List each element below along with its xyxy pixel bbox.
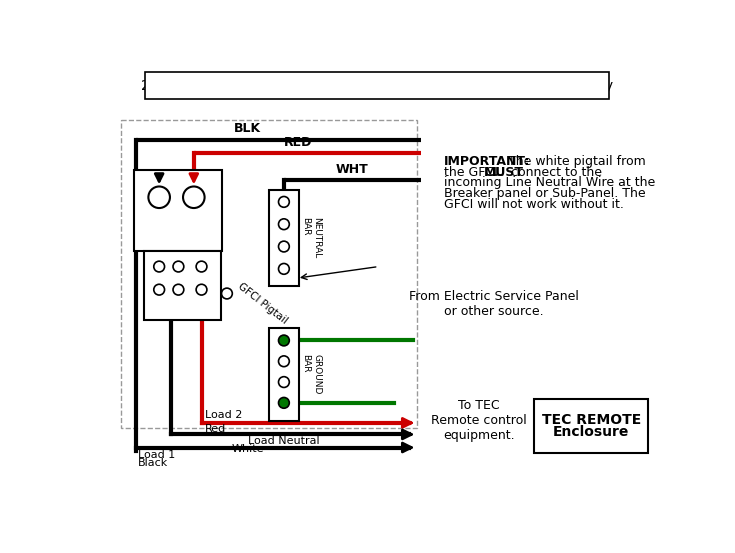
Circle shape (279, 398, 290, 408)
Circle shape (154, 261, 165, 272)
Text: incoming Line Neutral Wire at the: incoming Line Neutral Wire at the (444, 176, 656, 190)
Circle shape (154, 284, 165, 295)
Bar (534, 399, 648, 453)
Text: Load Neutral: Load Neutral (248, 436, 319, 446)
Text: RED: RED (284, 135, 312, 149)
Circle shape (279, 377, 290, 388)
Text: To TEC
Remote control
equipment.: To TEC Remote control equipment. (431, 399, 526, 442)
Circle shape (279, 241, 290, 252)
Circle shape (196, 261, 207, 272)
Circle shape (221, 288, 232, 299)
Text: White: White (232, 445, 264, 455)
Text: MUST: MUST (484, 166, 524, 179)
Text: WHT: WHT (335, 164, 368, 176)
Text: Load 2: Load 2 (205, 410, 243, 420)
Text: GFCI will not work without it.: GFCI will not work without it. (444, 198, 624, 211)
Text: the GFCI: the GFCI (444, 166, 502, 179)
Circle shape (173, 284, 184, 295)
Text: Load 1: Load 1 (137, 450, 175, 460)
Text: IMPORTANT:: IMPORTANT: (444, 155, 531, 168)
Text: 240V GFCI Wiring Diagram for Certified Electrician's Reference Only: 240V GFCI Wiring Diagram for Certified E… (141, 79, 613, 92)
Text: Red: Red (205, 424, 226, 435)
Circle shape (279, 335, 290, 346)
Text: GFCI Pigtail: GFCI Pigtail (236, 281, 290, 326)
Circle shape (279, 263, 290, 274)
Text: GROUND
BAR: GROUND BAR (301, 354, 321, 394)
Text: BLK: BLK (234, 122, 261, 135)
Bar (269, 328, 298, 421)
Circle shape (173, 261, 184, 272)
Text: NEUTRAL
BAR: NEUTRAL BAR (301, 217, 321, 258)
Circle shape (196, 284, 207, 295)
Text: connect to the: connect to the (507, 166, 602, 179)
Circle shape (148, 186, 170, 208)
Circle shape (279, 219, 290, 229)
Bar (144, 251, 220, 320)
Text: Breaker panel or Sub-Panel. The: Breaker panel or Sub-Panel. The (444, 187, 645, 200)
Text: From Electric Service Panel
or other source.: From Electric Service Panel or other sou… (409, 290, 579, 317)
Circle shape (183, 186, 204, 208)
Bar (134, 170, 222, 251)
Text: Enclosure: Enclosure (553, 425, 629, 439)
Circle shape (279, 356, 290, 367)
Text: The white pigtail from: The white pigtail from (504, 155, 646, 168)
Bar (269, 190, 298, 286)
Circle shape (279, 196, 290, 207)
Text: Black: Black (137, 458, 168, 468)
Text: TEC REMOTE: TEC REMOTE (542, 413, 641, 427)
FancyBboxPatch shape (146, 72, 609, 100)
